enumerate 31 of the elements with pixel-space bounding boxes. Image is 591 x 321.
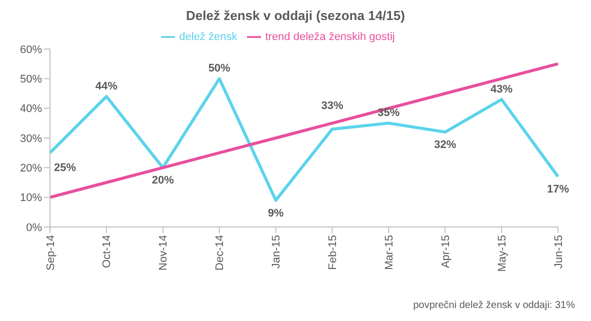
data-label: 32% [434, 139, 456, 152]
x-tick-label: May-15 [496, 235, 508, 272]
y-tick-label: 20% [20, 162, 42, 175]
x-tick-label: Mar-15 [383, 235, 396, 270]
y-tick-label: 60% [20, 44, 42, 56]
legend-label: trend deleža ženskih gostij [265, 30, 395, 43]
y-tick-label: 10% [20, 192, 42, 204]
data-label: 17% [546, 184, 570, 196]
data-label: 25% [54, 162, 76, 174]
x-tick-label: Jun-15 [552, 235, 565, 269]
data-label: 20% [152, 174, 174, 187]
legend-label: delež žensk [179, 30, 238, 43]
y-tick-label: 30% [20, 132, 42, 145]
data-label: 9% [268, 207, 284, 220]
x-tick-label: Feb-15 [327, 235, 340, 270]
x-tick-label: Oct-14 [101, 235, 114, 268]
y-tick-label: 50% [20, 74, 42, 86]
x-tick-label: Jan-15 [270, 235, 283, 269]
x-tick-label: Nov-14 [158, 235, 170, 270]
x-tick-label: Apr-15 [440, 235, 452, 268]
x-tick-label: Dec-14 [214, 235, 226, 270]
text: povprečni delež žensk v oddaji: 31% [413, 300, 575, 311]
chart-title: Delež žensk v oddaji (sezona 14/15) [185, 8, 406, 25]
y-tick-label: 40% [20, 103, 42, 116]
data-label: 33% [321, 100, 344, 112]
data-label: 35% [378, 107, 400, 120]
data-label: 43% [490, 83, 513, 96]
x-tick-label: Sep-14 [44, 235, 57, 270]
data-label: 44% [95, 80, 118, 92]
data-label: 50% [208, 62, 231, 75]
y-tick-label: 0% [26, 222, 42, 234]
